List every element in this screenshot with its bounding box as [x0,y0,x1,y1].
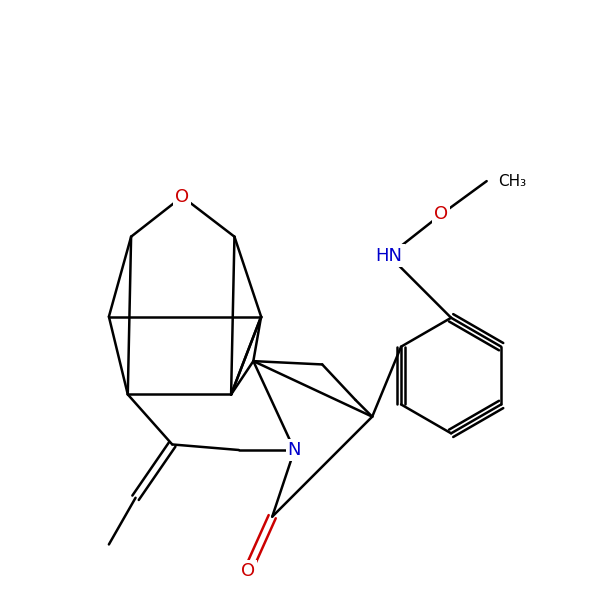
Text: HN: HN [376,247,403,265]
Text: O: O [175,188,189,206]
Text: O: O [434,205,448,223]
Text: O: O [241,562,255,580]
Text: CH₃: CH₃ [498,173,526,188]
Text: N: N [287,441,301,459]
